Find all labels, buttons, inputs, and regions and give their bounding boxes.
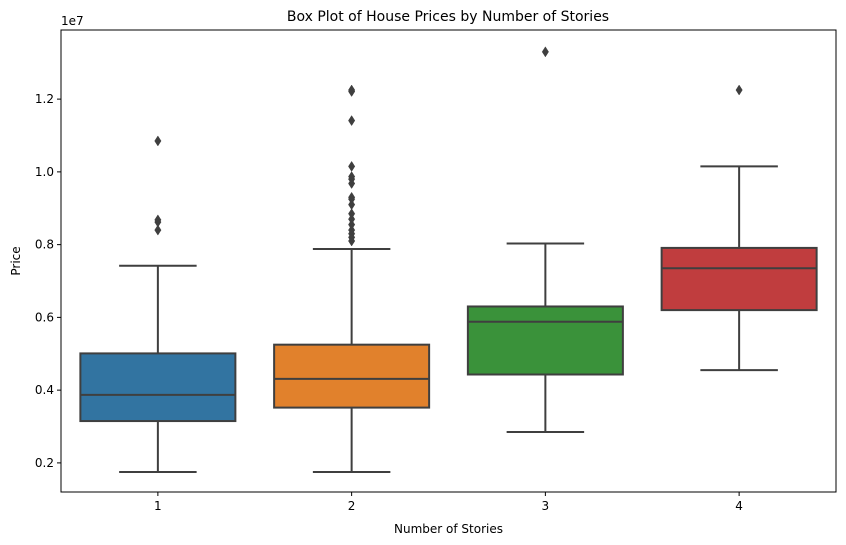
y-axis-offset-label: 1e7: [61, 14, 84, 28]
y-tick-label: 1.2: [35, 92, 54, 106]
y-tick-label: 0.2: [35, 456, 54, 470]
plot-area: [79, 46, 818, 473]
box-iqr: [273, 343, 431, 409]
x-axis-label: Number of Stories: [394, 522, 503, 536]
y-axis: 0.2 0.4 0.6 0.8 1.0 1.2: [35, 92, 61, 470]
y-tick-label: 0.6: [35, 310, 54, 324]
box-iqr: [466, 305, 624, 376]
x-tick-label: 3: [542, 499, 550, 513]
outlier-point: [154, 135, 162, 147]
box-group-3: [466, 46, 624, 433]
plot-frame: [60, 29, 837, 493]
outlier-point: [348, 160, 356, 172]
outlier-point: [348, 191, 356, 203]
outlier-point: [735, 84, 743, 96]
x-tick-label: 4: [735, 499, 743, 513]
outlier-point: [154, 214, 162, 226]
box-group-1: [79, 135, 237, 473]
box-iqr: [660, 246, 818, 312]
y-tick-label: 0.8: [35, 238, 54, 252]
y-axis-label: Price: [9, 246, 23, 275]
x-tick-label: 2: [348, 499, 356, 513]
outlier-point: [541, 46, 549, 58]
outlier-point: [348, 208, 356, 220]
box-group-4: [660, 84, 818, 372]
chart-title: Box Plot of House Prices by Number of St…: [287, 9, 609, 25]
box-iqr: [79, 352, 237, 423]
x-axis: 1 2 3 4: [154, 492, 743, 513]
outlier-point: [348, 171, 356, 183]
outlier-point: [348, 84, 356, 96]
y-tick-label: 0.4: [35, 383, 54, 397]
x-tick-label: 1: [154, 499, 162, 513]
y-tick-label: 1.0: [35, 165, 54, 179]
outlier-point: [348, 115, 356, 127]
outlier-point: [154, 224, 162, 236]
box-group-2: [273, 84, 431, 473]
